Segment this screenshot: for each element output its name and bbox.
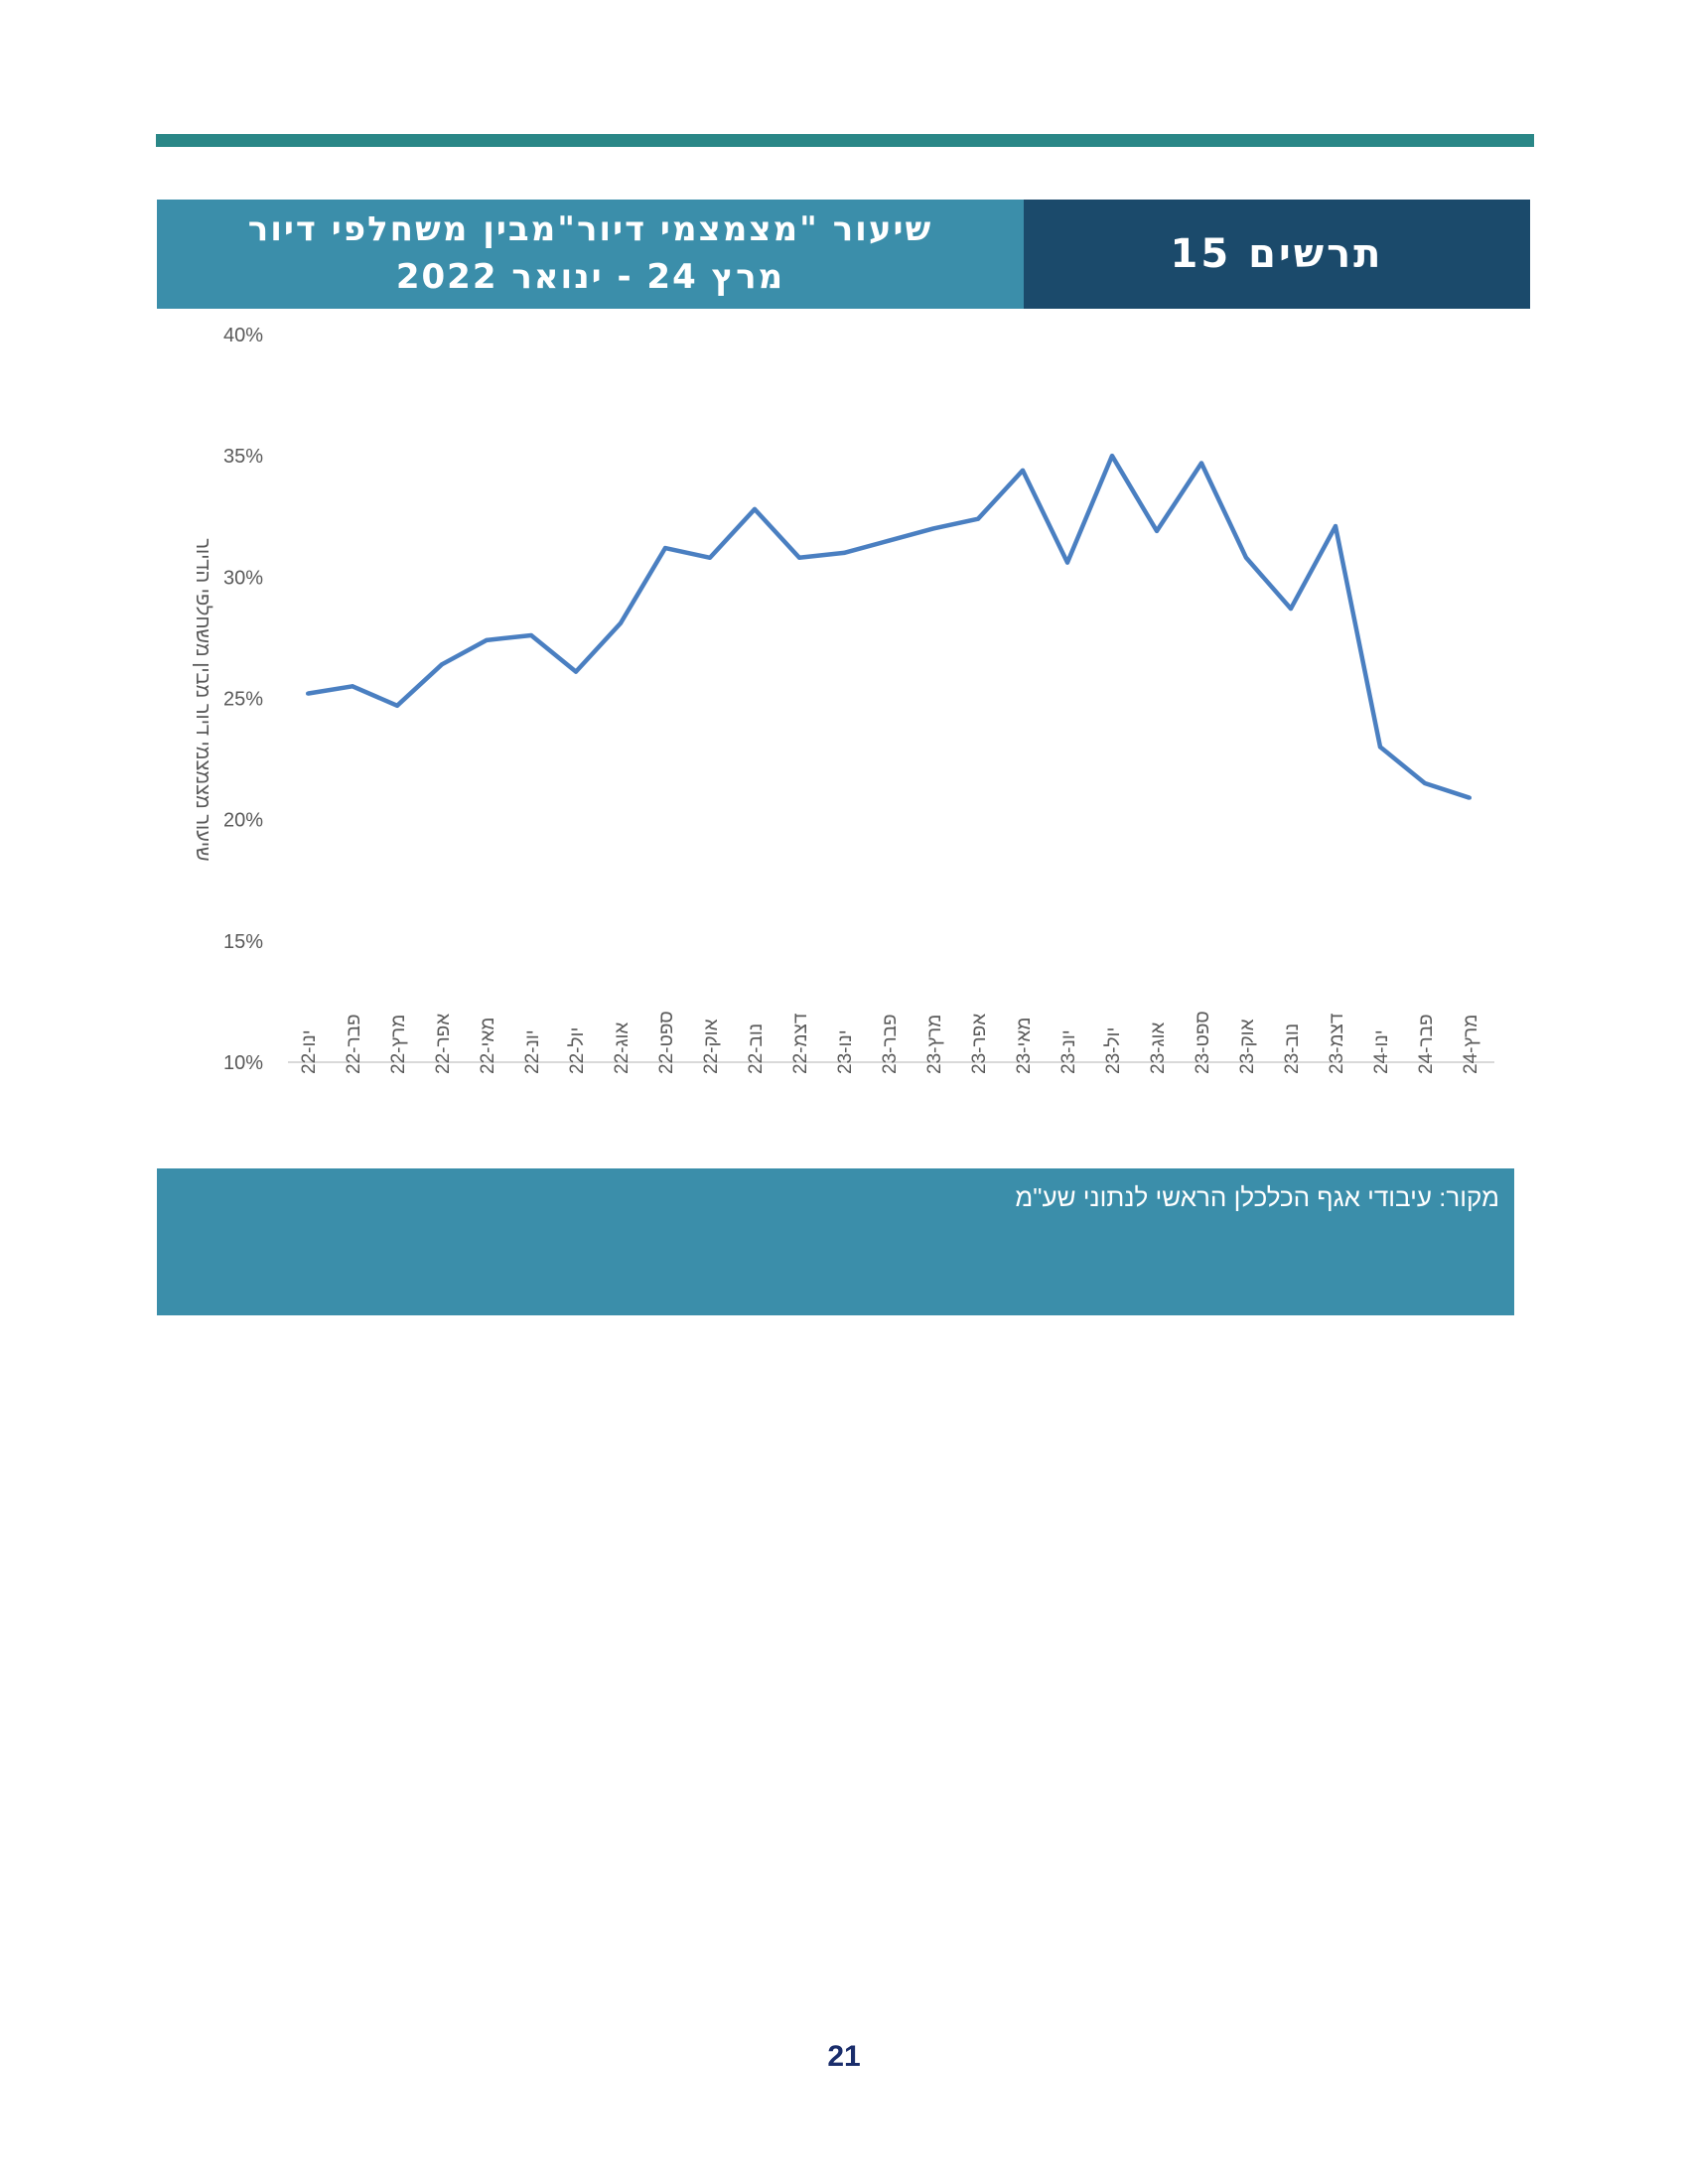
x-tick-label: יונ-22 bbox=[522, 1029, 543, 1074]
data-point bbox=[842, 550, 846, 555]
data-point bbox=[931, 526, 935, 531]
x-tick-label: אפר-22 bbox=[433, 1014, 454, 1074]
x-tick-label: יונ-23 bbox=[1058, 1029, 1079, 1074]
data-point bbox=[395, 703, 399, 708]
x-tick-label: ספט-22 bbox=[656, 1011, 677, 1074]
data-point bbox=[1244, 555, 1248, 560]
x-tick-label: מאי-23 bbox=[1014, 1018, 1035, 1074]
data-point bbox=[797, 555, 801, 560]
data-point bbox=[976, 516, 980, 521]
y-axis-title: שיעור מצמצמי דיור מבין משחלפי הדיור bbox=[192, 538, 213, 861]
data-point bbox=[1378, 745, 1382, 750]
data-point bbox=[887, 538, 891, 543]
data-point bbox=[1423, 781, 1427, 786]
y-tick-label: 10% bbox=[223, 1052, 263, 1074]
data-point bbox=[663, 546, 667, 551]
data-point bbox=[1021, 468, 1025, 473]
data-point bbox=[440, 662, 444, 667]
x-tick-label: נוב-23 bbox=[1282, 1024, 1303, 1074]
top-accent-bar bbox=[156, 134, 1534, 147]
x-tick-label: יול-23 bbox=[1103, 1027, 1124, 1074]
y-tick-label: 30% bbox=[223, 567, 263, 589]
data-point bbox=[1155, 528, 1159, 533]
y-tick-label: 40% bbox=[223, 325, 263, 346]
x-tick-label: דצמ-22 bbox=[790, 1013, 811, 1074]
source-box: מקור: עיבודי אגף הכלכלן הראשי לנתוני שע"… bbox=[157, 1168, 1514, 1315]
chart-title-line1: שיעור "מצמצמי דיור"מבין משחלפי דיור bbox=[247, 209, 933, 249]
x-tick-label: פבר-22 bbox=[344, 1014, 364, 1074]
x-tick-label: מאי-22 bbox=[478, 1018, 498, 1074]
x-tick-label: אפר-23 bbox=[969, 1014, 990, 1074]
data-point bbox=[1199, 461, 1203, 466]
chart-title-line2: מרץ 24 - ינואר 2022 bbox=[395, 257, 785, 297]
x-tick-label: פבר-23 bbox=[880, 1014, 901, 1074]
data-point bbox=[619, 620, 623, 625]
data-point bbox=[1334, 524, 1337, 529]
data-point bbox=[1289, 607, 1293, 612]
source-text: מקור: עיבודי אגף הכלכלן הראשי לנתוני שע"… bbox=[1015, 1182, 1499, 1212]
x-tick-label: ינו-22 bbox=[299, 1029, 320, 1074]
y-tick-label: 15% bbox=[223, 931, 263, 953]
series-line bbox=[307, 453, 1471, 800]
data-point bbox=[1065, 560, 1069, 565]
y-tick-label: 35% bbox=[223, 446, 263, 468]
figure-label: תרשים 15 bbox=[1024, 200, 1530, 309]
x-tick-label: ינו-24 bbox=[1371, 1029, 1392, 1074]
x-tick-label: נוב-22 bbox=[746, 1024, 767, 1074]
x-tick-label: מרץ-24 bbox=[1461, 1015, 1481, 1074]
data-point bbox=[306, 691, 310, 696]
data-point bbox=[1110, 454, 1114, 459]
chart-title-box: שיעור "מצמצמי דיור"מבין משחלפי דיור מרץ … bbox=[157, 200, 1024, 309]
data-point bbox=[485, 637, 489, 642]
x-tick-label: יול-22 bbox=[567, 1027, 588, 1074]
page-number: 21 bbox=[827, 2040, 861, 2073]
data-point bbox=[753, 506, 757, 511]
x-tick-label: אוג-23 bbox=[1148, 1023, 1169, 1074]
x-tick-label: אוק-23 bbox=[1237, 1019, 1258, 1074]
x-tick-label: ספט-23 bbox=[1193, 1011, 1213, 1074]
data-point bbox=[529, 632, 533, 637]
y-tick-label: 25% bbox=[223, 689, 263, 711]
y-tick-label: 20% bbox=[223, 810, 263, 832]
x-tick-label: פבר-24 bbox=[1416, 1014, 1437, 1074]
x-tick-label: דצמ-23 bbox=[1327, 1013, 1347, 1074]
x-tick-label: אוק-22 bbox=[701, 1019, 722, 1074]
x-tick-label: ינו-23 bbox=[835, 1029, 856, 1074]
data-point bbox=[708, 555, 712, 560]
x-tick-label: מרץ-22 bbox=[388, 1015, 409, 1074]
data-point bbox=[1468, 795, 1472, 800]
x-tick-label: מרץ-23 bbox=[924, 1015, 945, 1074]
line-chart: 10% 15% 20% 25% 30% 35% 40% ינו-22 פבר-22 מרץ-22… bbox=[192, 325, 1494, 1074]
x-tick-label: אוג-22 bbox=[612, 1023, 633, 1074]
data-point bbox=[351, 684, 354, 689]
data-point bbox=[574, 669, 578, 674]
